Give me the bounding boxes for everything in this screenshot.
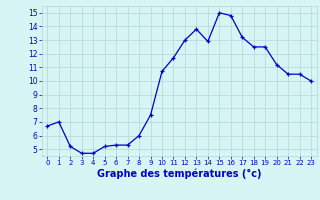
X-axis label: Graphe des températures (°c): Graphe des températures (°c)	[97, 169, 261, 179]
